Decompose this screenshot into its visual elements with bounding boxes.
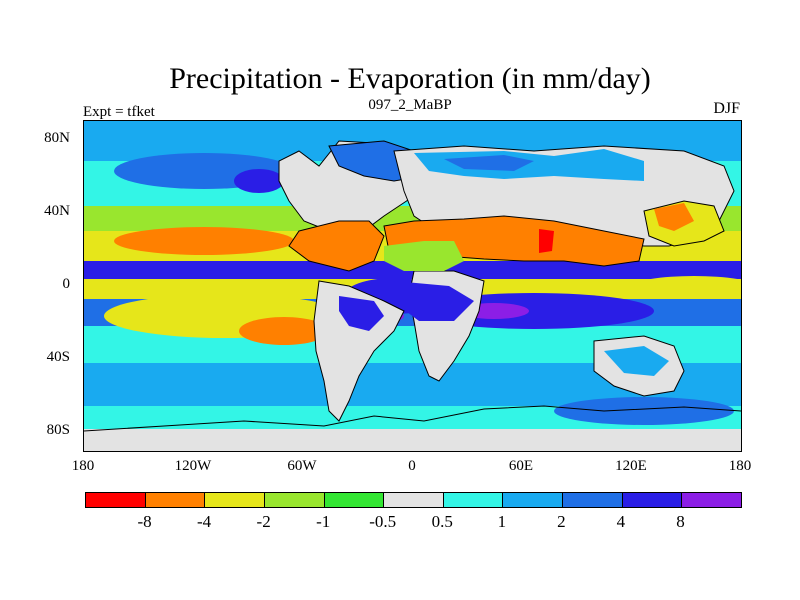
middle-east-dry-core <box>539 229 554 253</box>
x-axis-label-120w: 120W <box>174 458 212 474</box>
southern-ocean-wet <box>554 397 734 425</box>
x-axis-label-180e: 180 <box>728 458 752 474</box>
north-america-dry <box>288 220 385 272</box>
colorbar-tick-label: 1 <box>497 512 507 531</box>
x-axis-label-0: 0 <box>408 458 416 474</box>
pacific-dry-north <box>114 227 294 255</box>
colorbar-bin <box>622 493 683 507</box>
precip-evap-map <box>84 121 741 451</box>
season-label: DJF <box>713 100 740 117</box>
experiment-label: Expt = tfket <box>83 104 155 120</box>
colorbar-tick-label: 8 <box>676 512 685 531</box>
africa-green-region <box>384 241 464 271</box>
eurasia-north-wet-core <box>444 155 534 171</box>
colorbar-tick-label: -4 <box>196 512 212 531</box>
pacific-very-dry-south <box>239 317 329 345</box>
chart-title: Precipitation - Evaporation (in mm/day) <box>169 62 651 95</box>
y-axis-label-80n: 80N <box>44 130 70 146</box>
west-pacific-dry <box>634 276 741 296</box>
x-axis-label-120e: 120E <box>615 458 647 474</box>
eurasia-north-wet <box>414 149 644 181</box>
colorbar-tick-label: -1 <box>316 512 331 531</box>
experiment-date-label: 097_2_MaBP <box>368 97 452 113</box>
amazon-wet <box>339 296 384 331</box>
colorbar-bin <box>503 493 564 507</box>
colorbar-tick-label: 2 <box>557 512 566 531</box>
australia-wet <box>604 346 669 376</box>
antarctic-band <box>84 429 741 451</box>
x-axis-label-180w: 180 <box>71 458 95 474</box>
colorbar-tick-label: -8 <box>137 512 152 531</box>
north-pacific-wet-core <box>234 169 284 193</box>
colorbar <box>85 492 742 508</box>
colorbar-bin <box>384 493 444 507</box>
colorbar-tick-label: -0.5 <box>369 512 397 531</box>
colorbar-bin <box>682 493 742 507</box>
colorbar-bin <box>86 493 146 507</box>
y-axis-label-40n: 40N <box>44 203 70 219</box>
colorbar-bin <box>205 493 265 507</box>
colorbar-bin <box>443 493 504 507</box>
antarctica-coast <box>84 405 741 432</box>
colorbar-bin <box>324 493 385 507</box>
y-axis-label-40s: 40S <box>46 349 70 365</box>
colorbar-bin <box>145 493 206 507</box>
colorbar-bin <box>264 493 325 507</box>
map-panel <box>83 120 742 452</box>
colorbar-bin <box>563 493 623 507</box>
colorbar-tick-label: 0.5 <box>431 512 453 531</box>
asia-east-dry-core <box>654 203 694 231</box>
y-axis-label-equator: 0 <box>62 276 71 292</box>
colorbar-tick-label: 4 <box>616 512 626 531</box>
central-africa-wet <box>394 281 474 321</box>
y-axis-label-80s: 80S <box>46 422 70 438</box>
x-axis-label-60w: 60W <box>287 458 317 474</box>
x-axis-label-60e: 60E <box>508 458 534 474</box>
colorbar-tick-label: -2 <box>256 512 271 531</box>
